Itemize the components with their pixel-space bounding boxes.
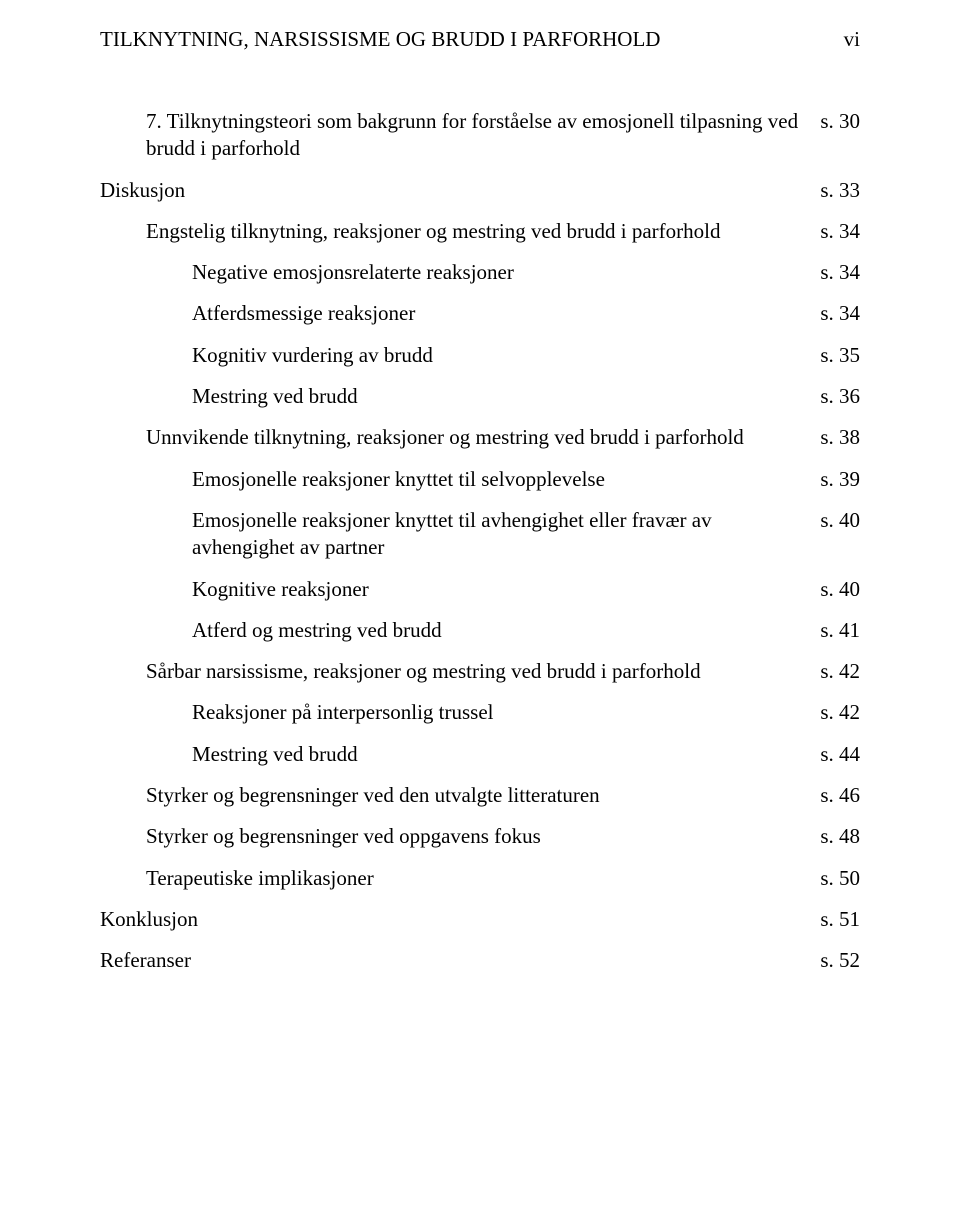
running-title: TILKNYTNING, NARSISSISME OG BRUDD I PARF… (100, 27, 660, 52)
toc-page: s. 50 (800, 865, 860, 892)
toc-page: s. 46 (800, 782, 860, 809)
toc-page: s. 42 (800, 658, 860, 685)
toc-entry: Emosjonelle reaksjoner knyttet til selvo… (100, 466, 860, 493)
toc-page: s. 52 (800, 947, 860, 974)
toc-entry: Mestring ved brudd s. 44 (100, 741, 860, 768)
toc-page: s. 44 (800, 741, 860, 768)
toc-entry: 7. Tilknytningsteori som bakgrunn for fo… (100, 108, 860, 163)
toc-label: 7. Tilknytningsteori som bakgrunn for fo… (146, 108, 800, 163)
toc-label: Styrker og begrensninger ved den utvalgt… (146, 782, 800, 809)
document-page: TILKNYTNING, NARSISSISME OG BRUDD I PARF… (0, 0, 960, 1049)
toc-page: s. 33 (800, 177, 860, 204)
toc-entry: Reaksjoner på interpersonlig trussel s. … (100, 699, 860, 726)
toc-page: s. 51 (800, 906, 860, 933)
toc-entry: Sårbar narsissisme, reaksjoner og mestri… (100, 658, 860, 685)
toc-label: Engstelig tilknytning, reaksjoner og mes… (146, 218, 800, 245)
toc-entry: Mestring ved brudd s. 36 (100, 383, 860, 410)
toc-entry: Unnvikende tilknytning, reaksjoner og me… (100, 424, 860, 451)
toc-entry: Konklusjon s. 51 (100, 906, 860, 933)
toc-label: Reaksjoner på interpersonlig trussel (192, 699, 800, 726)
running-header: TILKNYTNING, NARSISSISME OG BRUDD I PARF… (100, 27, 860, 52)
toc-entry: Atferd og mestring ved brudd s. 41 (100, 617, 860, 644)
table-of-contents: 7. Tilknytningsteori som bakgrunn for fo… (100, 108, 860, 975)
toc-entry: Emosjonelle reaksjoner knyttet til avhen… (100, 507, 860, 562)
toc-label: Konklusjon (100, 906, 800, 933)
toc-page: s. 34 (800, 218, 860, 245)
toc-page: s. 40 (800, 507, 860, 534)
toc-entry: Engstelig tilknytning, reaksjoner og mes… (100, 218, 860, 245)
toc-label: Emosjonelle reaksjoner knyttet til avhen… (192, 507, 800, 562)
toc-label: Unnvikende tilknytning, reaksjoner og me… (146, 424, 800, 451)
toc-page: s. 40 (800, 576, 860, 603)
toc-label: Referanser (100, 947, 800, 974)
toc-label: Atferdsmessige reaksjoner (192, 300, 800, 327)
toc-page: s. 39 (800, 466, 860, 493)
toc-label: Styrker og begrensninger ved oppgavens f… (146, 823, 800, 850)
toc-entry: Styrker og begrensninger ved den utvalgt… (100, 782, 860, 809)
toc-label: Mestring ved brudd (192, 741, 800, 768)
toc-label: Kognitiv vurdering av brudd (192, 342, 800, 369)
toc-label: Terapeutiske implikasjoner (146, 865, 800, 892)
toc-page: s. 35 (800, 342, 860, 369)
toc-entry: Atferdsmessige reaksjoner s. 34 (100, 300, 860, 327)
toc-page: s. 42 (800, 699, 860, 726)
toc-page: s. 38 (800, 424, 860, 451)
toc-label: Sårbar narsissisme, reaksjoner og mestri… (146, 658, 800, 685)
toc-entry: Kognitive reaksjoner s. 40 (100, 576, 860, 603)
toc-entry: Terapeutiske implikasjoner s. 50 (100, 865, 860, 892)
toc-page: s. 34 (800, 259, 860, 286)
toc-entry: Styrker og begrensninger ved oppgavens f… (100, 823, 860, 850)
toc-label: Mestring ved brudd (192, 383, 800, 410)
toc-entry: Referanser s. 52 (100, 947, 860, 974)
toc-label: Diskusjon (100, 177, 800, 204)
toc-label: Kognitive reaksjoner (192, 576, 800, 603)
toc-entry: Diskusjon s. 33 (100, 177, 860, 204)
toc-entry: Kognitiv vurdering av brudd s. 35 (100, 342, 860, 369)
toc-entry: Negative emosjonsrelaterte reaksjoner s.… (100, 259, 860, 286)
page-numeral: vi (844, 27, 860, 52)
toc-page: s. 48 (800, 823, 860, 850)
toc-label: Emosjonelle reaksjoner knyttet til selvo… (192, 466, 800, 493)
toc-page: s. 34 (800, 300, 860, 327)
toc-page: s. 30 (800, 108, 860, 135)
toc-label: Atferd og mestring ved brudd (192, 617, 800, 644)
toc-page: s. 36 (800, 383, 860, 410)
toc-label: Negative emosjonsrelaterte reaksjoner (192, 259, 800, 286)
toc-page: s. 41 (800, 617, 860, 644)
